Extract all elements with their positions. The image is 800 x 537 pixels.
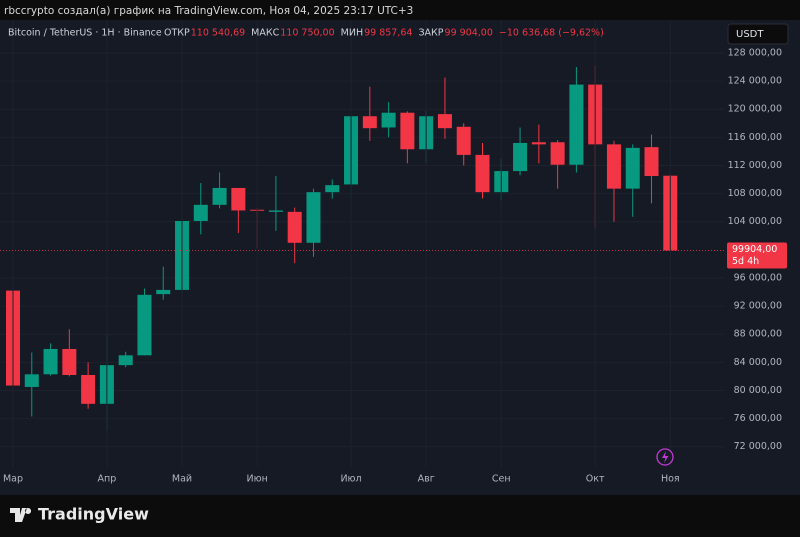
y-tick-label: 112 000,00	[728, 160, 782, 171]
x-tick-label: Ноя	[661, 474, 680, 485]
symbol: Bitcoin / TetherUS · 1Н · Binance	[8, 28, 162, 39]
last-price-label: 99904,00	[732, 244, 777, 255]
event-icon[interactable]	[656, 448, 674, 466]
y-tick-label: 72 000,00	[734, 441, 782, 452]
candle-body	[475, 154, 490, 193]
info-key: ЗАКР	[418, 28, 443, 39]
x-tick-label: Апр	[98, 474, 117, 485]
candle-body	[268, 210, 283, 212]
countdown: 5d 4h	[732, 256, 759, 267]
info-value: 110 540,69	[191, 28, 245, 39]
candle-body	[81, 374, 96, 404]
y-tick-label: 108 000,00	[728, 188, 782, 199]
info-key: МАКС	[251, 28, 279, 39]
y-tick-label: 80 000,00	[734, 385, 782, 396]
ohlc-info: ОТКР 110 540,69 МАКС 110 750,00 МИН 99 857,64…	[164, 28, 604, 39]
candle-body	[306, 192, 321, 243]
chart-panel	[0, 20, 800, 495]
candle-body	[400, 112, 415, 150]
candle-body	[362, 116, 377, 129]
x-tick-label: Окт	[586, 474, 605, 485]
candle-body	[156, 289, 171, 295]
x-tick-label: Май	[172, 474, 192, 485]
logo-icon	[10, 508, 32, 522]
y-tick-label: 84 000,00	[734, 357, 782, 368]
info-value: 99 857,64	[364, 28, 412, 39]
candle-body	[325, 185, 340, 193]
candle-body	[212, 187, 227, 205]
y-tick-label: 124 000,00	[728, 76, 782, 87]
info-key: МИН	[341, 28, 363, 39]
x-tick-label: Авг	[418, 474, 435, 485]
y-tick-label: 120 000,00	[728, 104, 782, 115]
watermark: TradingView	[38, 505, 149, 524]
x-tick-label: Июн	[246, 474, 267, 485]
candle-body	[606, 144, 621, 189]
candle-body	[62, 348, 77, 375]
x-tick-label: Июл	[340, 474, 361, 485]
candle-body	[231, 187, 246, 211]
info-value: 110 750,00	[280, 28, 334, 39]
x-tick-label: Сен	[492, 474, 511, 485]
y-tick-label: 96 000,00	[734, 272, 782, 283]
candle-body	[513, 142, 528, 172]
y-tick-label: 92 000,00	[734, 301, 782, 312]
candle-body	[24, 374, 39, 387]
y-tick-label: 116 000,00	[728, 132, 782, 143]
currency[interactable]: USDT	[736, 29, 764, 40]
change: −10 636,68 (−9,62%)	[499, 28, 604, 39]
currency-button[interactable]	[727, 23, 789, 45]
candle-body	[550, 142, 565, 165]
candle-body	[381, 112, 396, 128]
info-key: ОТКР	[164, 28, 190, 39]
y-tick-label: 88 000,00	[734, 329, 782, 340]
candle-body	[569, 84, 584, 165]
x-tick-label: Мар	[3, 474, 23, 485]
candle-body	[43, 348, 58, 375]
event-icon-bolt	[662, 451, 669, 463]
candle-body	[137, 294, 152, 356]
candle-body	[644, 147, 659, 176]
candle-body	[287, 211, 302, 243]
plot-area: Мар Апр Май Июн Июл Авг Сен Окт Ноя	[0, 20, 724, 485]
y-tick-label: 128 000,00	[728, 47, 782, 58]
candle-body	[437, 114, 452, 129]
candle-body	[193, 204, 208, 221]
candle-body	[531, 142, 546, 145]
y-tick-label: 76 000,00	[734, 413, 782, 424]
candle-body	[118, 355, 133, 366]
y-tick-label: 104 000,00	[728, 216, 782, 227]
last-price-box	[727, 242, 787, 269]
candle-body	[456, 126, 471, 155]
caption: rbccrypto создал(а) график на TradingVie…	[4, 5, 413, 17]
info-value: 99 904,00	[445, 28, 493, 39]
candle-body	[625, 147, 640, 189]
